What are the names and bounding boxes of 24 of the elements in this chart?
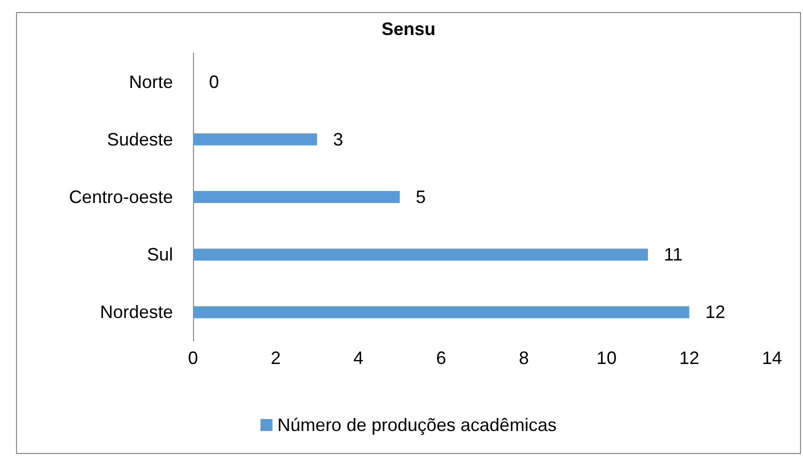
x-tick-label: 14: [762, 348, 782, 368]
y-tick-label: Nordeste: [100, 302, 173, 322]
y-tick-label: Sudeste: [106, 129, 173, 150]
x-tick-label: 12: [679, 348, 700, 368]
x-tick-label: 4: [353, 348, 364, 368]
data-label: 5: [416, 187, 426, 207]
x-tick-label: 6: [436, 348, 446, 368]
data-label: 12: [705, 302, 726, 322]
y-tick-label: Sul: [146, 244, 173, 265]
legend-label: Número de produções acadêmicas: [277, 415, 557, 435]
bar: [193, 191, 400, 203]
data-label: 3: [333, 129, 344, 150]
x-tick-label: 10: [596, 348, 617, 368]
bar: [193, 133, 318, 146]
data-label: 0: [209, 72, 220, 92]
x-tick-label: 0: [188, 348, 198, 368]
y-tick-label: Centro-oeste: [68, 187, 173, 207]
bar: [193, 306, 690, 318]
x-tick-label: 8: [518, 348, 529, 368]
y-tick-label: Norte: [128, 72, 173, 92]
chart-title: Sensu: [381, 19, 436, 39]
x-tick-label: 2: [270, 348, 281, 368]
bar: [193, 248, 648, 261]
data-label: 11: [664, 244, 683, 265]
